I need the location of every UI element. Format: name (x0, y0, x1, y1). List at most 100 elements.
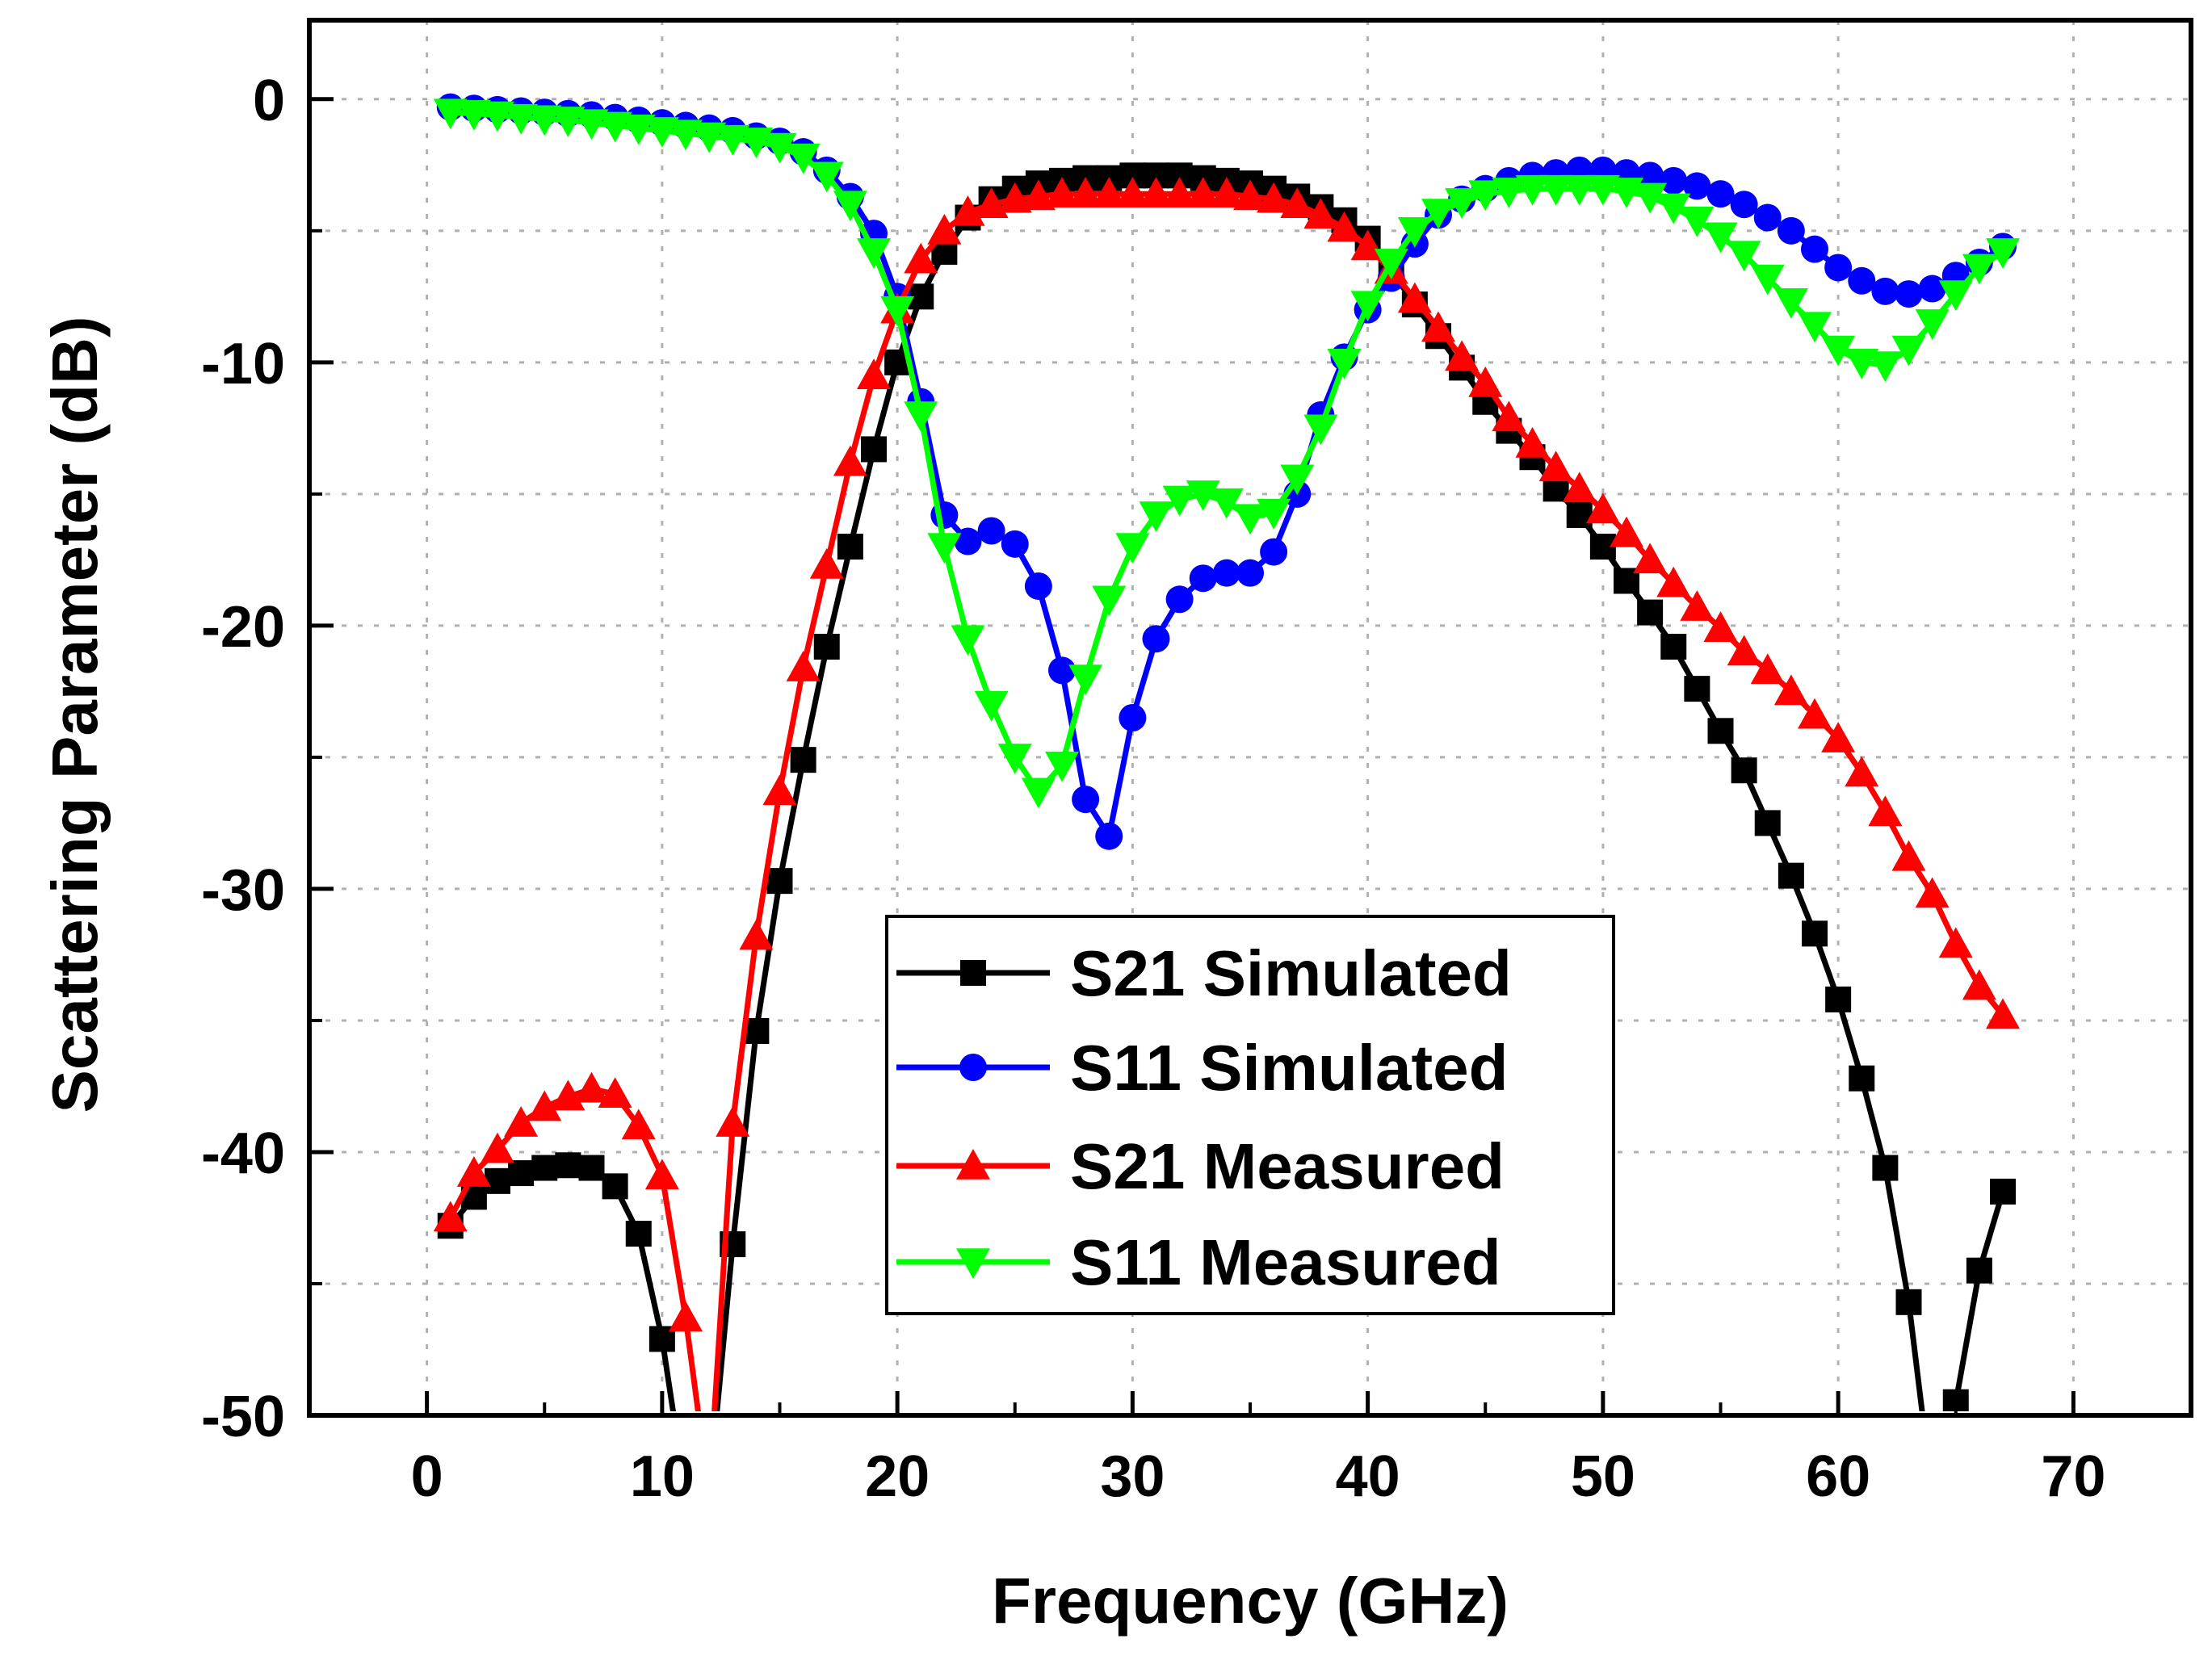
data-point (927, 533, 962, 564)
data-point (1683, 172, 1711, 200)
data-point (904, 401, 938, 433)
data-point (1798, 698, 1832, 729)
data-point (456, 99, 491, 131)
data-point (481, 1132, 514, 1163)
data-point (1257, 498, 1291, 530)
legend: S21 Simulated S11 Simulated S21 Measured S1… (885, 915, 1615, 1315)
data-point (1142, 625, 1170, 653)
series-s21-measured (433, 177, 2020, 1411)
data-point (1327, 211, 1362, 242)
data-point (621, 1109, 656, 1140)
data-point (1189, 564, 1217, 593)
data-point (1072, 786, 1100, 814)
data-point (809, 547, 844, 579)
data-point (555, 1152, 581, 1179)
data-point (1492, 400, 1526, 432)
data-point (1445, 188, 1480, 219)
x-axis: 0 10 20 30 40 50 60 70 (308, 1391, 2193, 1509)
data-point (1233, 504, 1267, 535)
data-point (1633, 182, 1668, 214)
data-point (1610, 516, 1643, 547)
data-point (786, 651, 821, 681)
data-point (1750, 264, 1785, 295)
data-point (1849, 1065, 1875, 1092)
data-point (1918, 275, 1946, 303)
x-axis-title: Frequency (GHz) (992, 1565, 1509, 1637)
data-point (1092, 177, 1127, 207)
data-point (1754, 810, 1781, 836)
data-point (1374, 249, 1408, 279)
y-tick-label: -10 (201, 332, 285, 396)
data-point (1233, 179, 1267, 211)
data-point (977, 517, 1005, 545)
data-point (857, 238, 891, 269)
data-point (574, 109, 609, 140)
data-point (1421, 199, 1455, 230)
data-point (1938, 280, 1973, 312)
data-point (598, 111, 632, 143)
data-point (716, 124, 750, 156)
data-point (739, 919, 774, 950)
data-point (1303, 414, 1338, 446)
data-point (625, 1221, 652, 1247)
data-point (1048, 656, 1076, 685)
data-point (1303, 198, 1338, 229)
data-point (1021, 778, 1056, 809)
y-axis-title: Scattering Parameter (dB) (39, 316, 111, 1113)
data-point (1753, 203, 1782, 232)
y-tick-label: -40 (201, 1121, 285, 1186)
data-point (578, 1155, 605, 1181)
data-point (1798, 312, 1832, 343)
legend-marker (960, 960, 986, 986)
x-tick-label: 10 (630, 1444, 695, 1509)
data-point (1636, 161, 1664, 190)
data-point (433, 98, 468, 130)
data-point (1538, 174, 1573, 206)
x-tick-label: 20 (865, 1444, 930, 1509)
data-point (551, 107, 586, 137)
data-point (1092, 585, 1127, 617)
data-point (1637, 599, 1664, 626)
legend-label: S11 Simulated (1070, 1032, 1508, 1104)
legend-marker (956, 1149, 990, 1180)
legend-marker (959, 1054, 987, 1081)
legend-label: S11 Measured (1070, 1226, 1501, 1298)
data-point (1801, 235, 1828, 263)
data-point (766, 868, 793, 895)
data-point (1656, 193, 1691, 224)
data-point (762, 132, 797, 164)
data-point (1660, 166, 1688, 195)
data-point (692, 122, 727, 153)
data-point (1707, 718, 1734, 744)
data-point (1162, 177, 1197, 207)
x-tick-label: 70 (2041, 1444, 2105, 1509)
data-point (1209, 177, 1244, 207)
data-point (762, 774, 797, 806)
data-point (1095, 822, 1123, 850)
data-point (1730, 191, 1758, 219)
data-point (1821, 722, 1856, 752)
data-point (1778, 862, 1804, 889)
data-point (1773, 288, 1808, 319)
data-point (1186, 480, 1220, 511)
legend-entry: S21 Simulated (896, 937, 1512, 1009)
x-tick-label: 50 (1571, 1444, 1635, 1509)
data-point (997, 182, 1032, 213)
data-point (531, 1155, 558, 1181)
data-point (1966, 1257, 1992, 1284)
data-point (1280, 187, 1315, 219)
x-tick-label: 30 (1100, 1444, 1165, 1509)
data-point (1209, 488, 1244, 519)
data-point (1727, 635, 1761, 666)
data-point (954, 527, 982, 555)
data-point (1445, 340, 1480, 371)
data-point (669, 119, 703, 151)
data-point (1585, 174, 1620, 206)
data-point (927, 213, 962, 245)
data-point (527, 1090, 562, 1121)
data-point (1139, 177, 1173, 207)
legend-box (885, 915, 1615, 1315)
y-axis: 0 -10 -20 -30 -40 -50 (201, 69, 334, 1449)
data-point (551, 1079, 586, 1111)
